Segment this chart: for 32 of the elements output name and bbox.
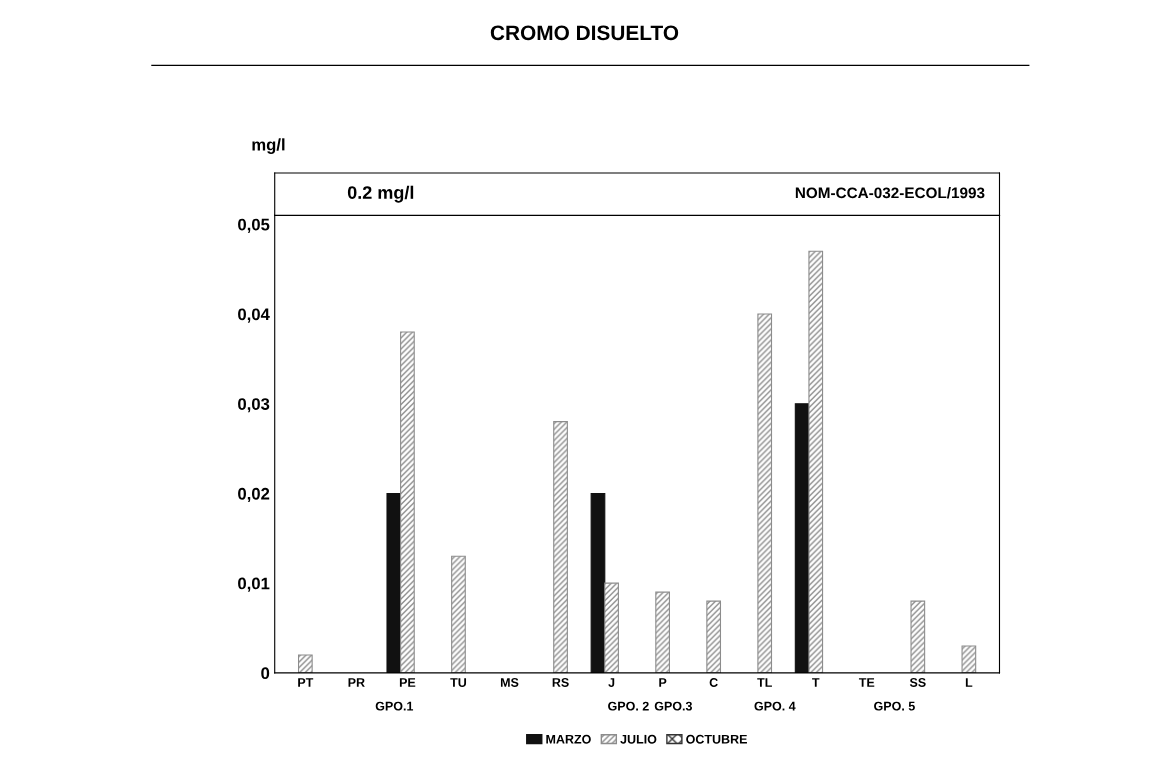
x-tick-label: PT <box>298 678 314 687</box>
x-tick-label: RS <box>552 678 569 687</box>
x-tick-label: L <box>965 678 973 687</box>
legend-label: JULIO <box>620 734 657 744</box>
x-tick-label: PR <box>348 678 365 687</box>
y-tick-label: 0 <box>261 667 270 680</box>
y-axis-title: mg/l <box>252 138 285 154</box>
text: GPO. 2 <box>608 701 649 711</box>
legend-label: OCTUBRE <box>686 734 747 744</box>
text: GPO. 5 <box>874 701 915 711</box>
y-tick-label: 0,04 <box>238 308 270 323</box>
x-tick-label: T <box>812 678 820 687</box>
x-tick-label: TU <box>450 678 467 687</box>
y-tick-label: 0,03 <box>238 398 270 413</box>
text: NOM-CCA-032-ECOL/1993 <box>795 187 985 199</box>
x-tick-label: TE <box>858 678 875 687</box>
x-tick-label: SS <box>909 678 926 687</box>
y-tick-label: 0,05 <box>238 218 270 233</box>
x-tick-label: MS <box>500 678 519 687</box>
text: GPO.1 <box>375 701 414 711</box>
x-tick-label: C <box>709 678 718 687</box>
text: 0.2 mg/l <box>347 185 414 203</box>
x-tick-label: PE <box>399 678 416 687</box>
x-tick-label: TL <box>757 678 772 687</box>
text: GPO. 4 <box>754 701 796 711</box>
chart-title: CROMO DISUELTO <box>490 25 679 41</box>
legend-label: MARZO <box>546 734 591 744</box>
y-tick-label: 0,02 <box>238 487 270 503</box>
y-tick-label: 0,01 <box>238 577 270 592</box>
x-tick-label: P <box>659 678 667 687</box>
text: GPO.3 <box>654 701 692 711</box>
x-tick-label: J <box>608 678 615 687</box>
